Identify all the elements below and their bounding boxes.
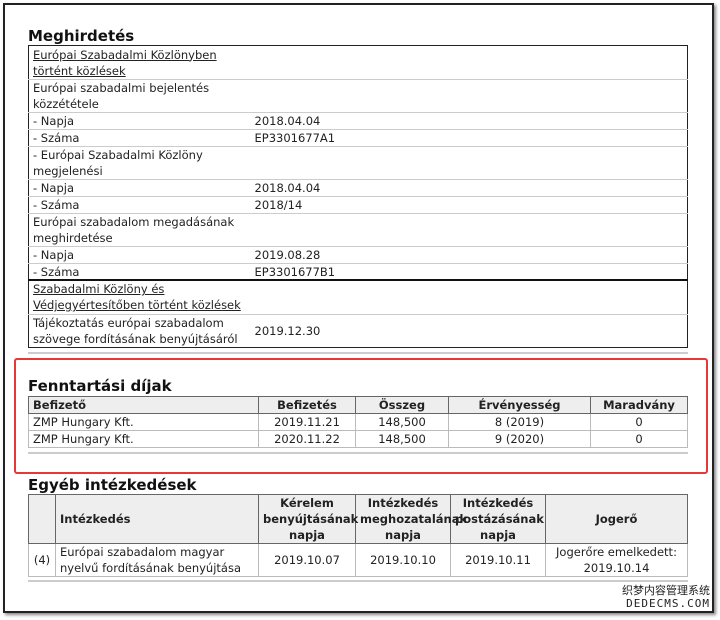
measures-table: Intézkedés Kérelem benyújtásának napja Int… [28,494,688,577]
link-szk-kozlesek[interactable]: Szabadalmi Közlöny és Védjegyértesítőben… [33,282,241,313]
row-value [250,213,688,247]
document-frame [3,3,714,613]
row-value: 2018/14 [250,196,688,214]
divider [28,452,688,454]
column-header: Befizető [28,396,259,414]
row-label: Európai szabadalom megadásának meghirdet… [28,213,251,247]
table-row: - Napja 2018.04.04 [28,112,688,130]
table-row: Európai szabadalmi bejelentés közzététel… [28,79,688,113]
cell: 0 [590,413,688,431]
row-label: - Napja [28,246,251,264]
row-label: - Európai Szabadalmi Közlöny megjelenési [28,146,251,180]
table-row: - Napja 2018.04.04 [28,179,688,197]
column-header: Befizetés [258,396,356,414]
row-value: 2018.04.04 [250,112,688,130]
section-title-meghirdetes: Meghirdetés [28,27,135,45]
row-label: - Napja [28,112,251,130]
table-row: Európai szabadalom megadásának meghirdet… [28,213,688,247]
cell: 148,500 [355,413,449,431]
row-value: 2018.04.04 [250,179,688,197]
row-label: - Száma [33,265,80,279]
column-header: Összeg [355,396,449,414]
cell: ZMP Hungary Kft. [28,430,259,448]
watermark-text: 织梦内容管理系统 [622,584,710,597]
link-esz-kozlesek[interactable]: Európai Szabadalmi Közlönyben történt kö… [33,47,217,78]
column-header: Érvényesség [448,396,591,414]
divider [28,580,688,582]
row-value [250,79,688,113]
table-row: - Napja 2019.08.28 [28,246,688,264]
fees-table: Befizető Befizetés Összeg Érvényesség Maradv… [28,396,688,448]
cell: 0 [590,430,688,448]
row-value: EP3301677B1 [254,265,336,279]
row-value: 2019.12.30 [254,323,321,338]
row-label: - Száma [28,129,251,147]
cell: 9 (2020) [448,430,591,448]
table-row: Tájékoztatás európai szabadalom szövege … [29,314,688,347]
cell: Európai szabadalom magyar nyelvű fordítá… [55,543,259,577]
cell: 148,500 [355,430,449,448]
column-header: Intézkedés postázásának napja [450,494,546,544]
divider [28,352,688,354]
row-label: Európai szabadalmi bejelentés közzététel… [28,79,251,113]
column-header: Maradvány [590,396,688,414]
cell: 2019.10.11 [450,543,546,577]
table-row: - Száma 2018/14 [28,196,688,214]
table-row: (4) Európai szabadalom magyar nyelvű ford… [28,543,688,577]
column-header: Jogerő [545,494,688,544]
watermark-text: DEDECMS.COM [626,597,710,610]
row-label: Tájékoztatás európai szabadalom szövege … [33,315,238,346]
cell: ZMP Hungary Kft. [28,413,259,431]
row-label: - Napja [28,179,251,197]
column-header: Kérelem benyújtásának napja [258,494,358,544]
cell: 2019.10.10 [355,543,451,577]
highlight-box [14,358,708,474]
section-title-egyeb: Egyéb intézkedések [28,476,197,494]
row-value [250,146,688,180]
column-header [28,494,56,544]
cell: 2019.11.21 [258,413,356,431]
cell: Jogerőre emelkedett: 2019.10.14 [545,543,688,577]
section-title-fenntartasi: Fenntartási díjak [28,377,172,395]
cell: 2019.10.07 [258,543,356,577]
column-header: Intézkedés [55,494,259,544]
table-row: - Európai Szabadalmi Közlöny megjelenési [28,146,688,180]
cell: (4) [28,543,56,577]
row-value: EP3301677A1 [250,129,688,147]
column-header: Intézkedés meghozatalának napja [355,494,467,544]
cell: 2020.11.22 [258,430,356,448]
row-value: 2019.08.28 [250,246,688,264]
table-row: - Száma EP3301677A1 [28,129,688,147]
kozlony-table: Szabadalmi Közlöny és Védjegyértesítőben… [28,279,688,348]
watermark-logo: 织梦内容管理系统 DEDECMS.COM [622,584,710,610]
cell: 8 (2019) [448,413,591,431]
table-row: - Száma EP3301677B1 [29,264,688,281]
table-row: ZMP Hungary Kft. 2020.11.22 148,500 9 (2020… [28,430,688,448]
meghirdetes-table: Európai Szabadalmi Közlönyben történt kö… [28,45,688,281]
row-label: - Száma [28,196,251,214]
table-row: ZMP Hungary Kft. 2019.11.21 148,500 8 (2019… [28,413,688,431]
